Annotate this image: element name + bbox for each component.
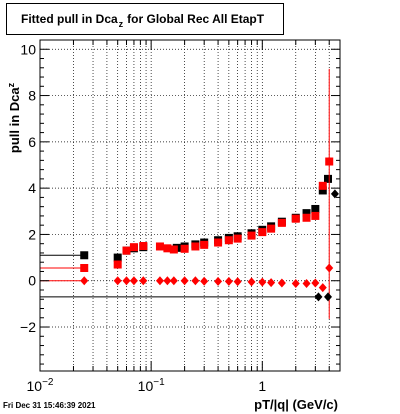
title-rest: for Global Rec All EtapT xyxy=(127,12,265,26)
data-point xyxy=(258,228,267,237)
data-point xyxy=(80,276,89,286)
data-point xyxy=(122,276,131,286)
series-1 xyxy=(40,68,334,319)
y-axis-label: pull in Dcaz xyxy=(6,82,22,153)
x-tick-label: 1 xyxy=(258,378,266,394)
data-point xyxy=(163,276,172,286)
x-axis-label: pT/|q| (GeV/c) xyxy=(254,397,338,412)
data-point xyxy=(180,276,189,286)
data-point xyxy=(302,209,311,218)
data-point xyxy=(330,189,339,199)
series-3 xyxy=(40,263,334,293)
data-point xyxy=(200,276,209,286)
data-point xyxy=(302,279,311,289)
x-tick-label: 10−2 xyxy=(27,377,54,394)
data-point xyxy=(247,277,256,287)
y-tick-label: 10 xyxy=(20,41,36,57)
data-point xyxy=(247,231,256,240)
data-point xyxy=(302,213,311,222)
plot-frame xyxy=(39,39,341,372)
data-point xyxy=(200,240,209,249)
data-point xyxy=(180,244,189,253)
data-point xyxy=(169,276,178,286)
y-tick-label: 8 xyxy=(28,88,36,104)
y-tick-label: −2 xyxy=(20,319,36,335)
title-subscript: z xyxy=(118,19,124,29)
data-point xyxy=(318,186,327,195)
tick-labels: −2 0 2 4 6 8 10 10−2 10−1 1 xyxy=(20,41,266,394)
y-tick-label: 4 xyxy=(28,180,36,196)
axis-ticks xyxy=(39,40,341,371)
data-point xyxy=(324,174,333,183)
data-point xyxy=(80,263,89,272)
data-point xyxy=(129,243,138,252)
data-point xyxy=(314,292,323,302)
data-point xyxy=(311,204,320,213)
data-point xyxy=(318,181,327,190)
y-tick-label: 6 xyxy=(28,134,36,150)
data-point xyxy=(311,278,320,288)
data-point xyxy=(191,242,200,251)
data-point xyxy=(139,242,148,251)
data-markers xyxy=(40,68,339,319)
y-tick-label: 0 xyxy=(28,273,36,289)
data-point xyxy=(277,278,286,288)
data-point xyxy=(214,238,223,247)
timestamp: Fri Dec 31 15:46:39 2021 xyxy=(3,401,96,410)
data-point xyxy=(324,292,333,302)
data-point xyxy=(191,276,200,286)
data-point xyxy=(258,277,267,287)
data-point xyxy=(129,276,138,286)
data-point xyxy=(113,276,122,286)
data-point xyxy=(224,236,233,245)
grid xyxy=(40,40,340,371)
series-2 xyxy=(40,189,339,302)
data-point xyxy=(267,278,276,288)
data-point xyxy=(325,263,334,273)
data-point xyxy=(113,253,122,262)
data-point xyxy=(214,276,223,286)
data-point xyxy=(318,283,327,293)
data-point xyxy=(233,234,242,243)
data-point xyxy=(155,242,164,251)
data-point xyxy=(277,218,286,227)
data-point xyxy=(80,251,89,260)
title-main: Fitted pull in Dca xyxy=(21,12,118,26)
y-tick-label: 2 xyxy=(28,226,36,242)
data-point xyxy=(139,276,148,286)
chart-title: Fitted pull in Dca z for Global Rec All Et… xyxy=(6,3,284,35)
data-point xyxy=(224,276,233,286)
data-point xyxy=(113,260,122,269)
data-point xyxy=(291,279,300,289)
data-point xyxy=(311,211,320,220)
x-tick-label: 10−1 xyxy=(138,377,165,394)
data-point xyxy=(325,157,334,166)
data-point xyxy=(169,245,178,254)
data-point xyxy=(122,246,131,255)
data-point xyxy=(291,214,300,223)
data-point xyxy=(155,276,164,286)
data-point xyxy=(233,277,242,287)
data-point xyxy=(267,224,276,233)
data-point xyxy=(163,244,172,253)
